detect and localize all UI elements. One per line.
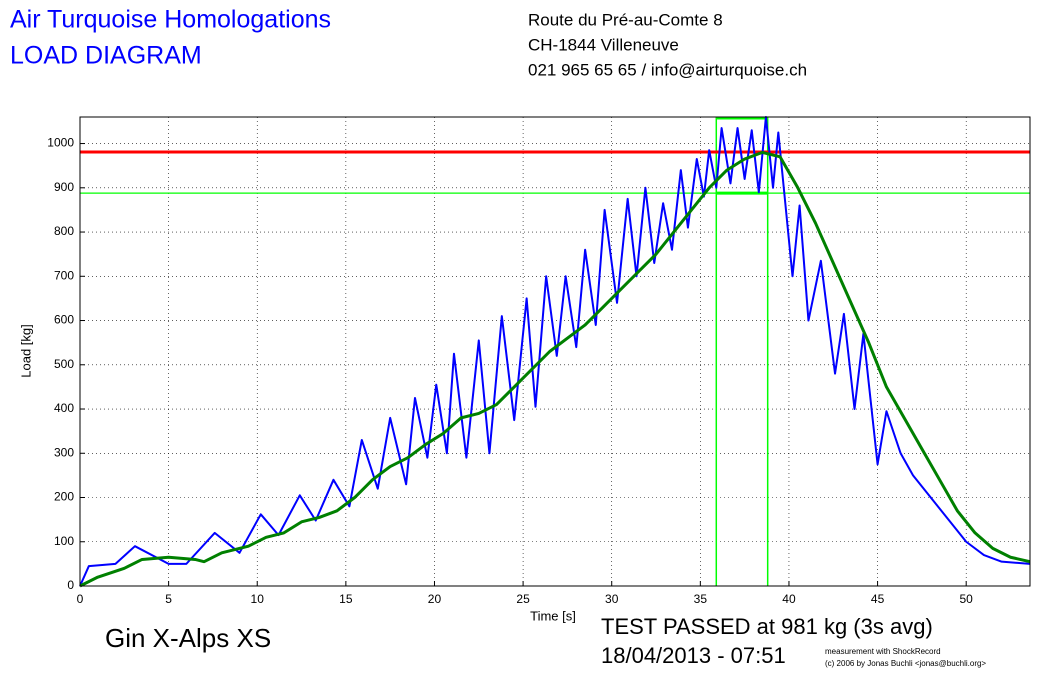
y-tick-label: 700: [54, 268, 74, 282]
x-tick-label: 0: [77, 592, 84, 606]
credit: measurement with ShockRecord: [825, 647, 941, 656]
y-tick-label: 400: [54, 401, 74, 415]
address-line: Route du Pré-au-Comte 8: [528, 10, 723, 29]
x-axis-label: Time [s]: [530, 608, 576, 623]
x-tick-label: 35: [694, 592, 708, 606]
y-tick-label: 1000: [47, 136, 74, 150]
x-tick-label: 30: [605, 592, 619, 606]
x-tick-label: 50: [960, 592, 974, 606]
y-tick-label: 0: [67, 578, 74, 592]
x-tick-label: 25: [516, 592, 530, 606]
data-line: [79, 150, 1031, 588]
x-tick-label: 45: [871, 592, 885, 606]
y-tick-label: 600: [54, 313, 74, 327]
result-date: 18/04/2013 - 07:51: [601, 643, 786, 668]
x-tick-label: 10: [251, 592, 265, 606]
y-axis-label: Load [kg]: [18, 324, 33, 378]
credit: (c) 2006 by Jonas Buchli <jonas@buchli.o…: [825, 659, 986, 668]
product-name: Gin X-Alps XS: [105, 623, 271, 653]
chart-title: Air Turquoise Homologations: [10, 6, 331, 34]
result-text: TEST PASSED at 981 kg (3s avg): [601, 614, 933, 639]
y-tick-label: 800: [54, 224, 74, 238]
data-line: [79, 116, 1031, 587]
address-line: 021 965 65 65 / info@airturquoise.ch: [528, 60, 807, 79]
x-tick-label: 5: [165, 592, 172, 606]
x-tick-label: 15: [339, 592, 353, 606]
y-tick-label: 900: [54, 180, 74, 194]
x-tick-label: 40: [782, 592, 796, 606]
y-tick-label: 500: [54, 357, 74, 371]
y-tick-label: 200: [54, 490, 74, 504]
plot-frame: [79, 116, 1031, 587]
y-tick-label: 300: [54, 445, 74, 459]
x-tick-label: 20: [428, 592, 442, 606]
address-line: CH-1844 Villeneuve: [528, 35, 679, 54]
plot-area: [80, 117, 1030, 586]
y-tick-label: 100: [54, 534, 74, 548]
chart-subtitle: LOAD DIAGRAM: [10, 42, 202, 70]
